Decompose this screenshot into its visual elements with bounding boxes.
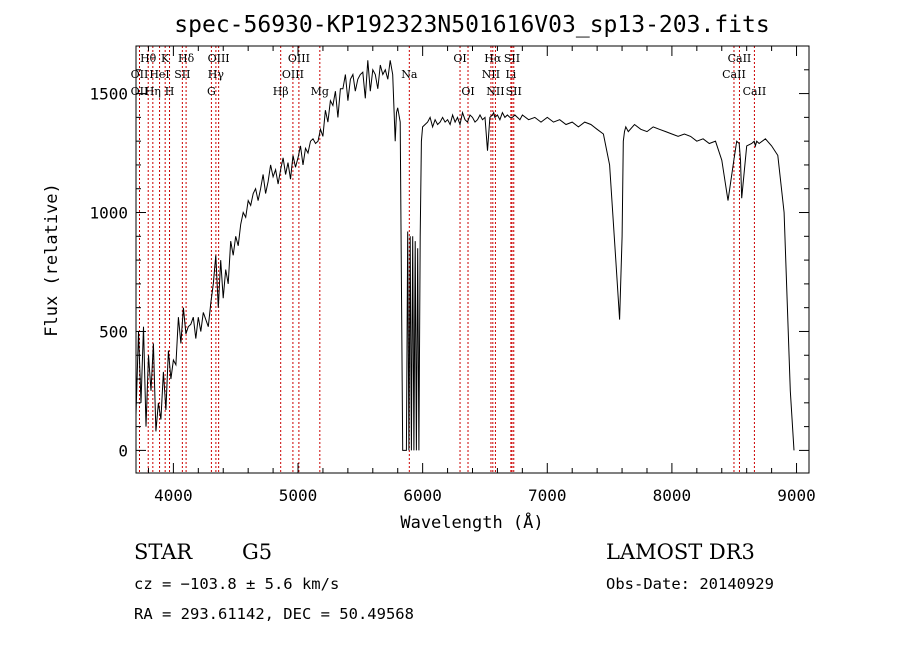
spectral-line-label: Hη [145, 85, 161, 98]
observation-date: Obs-Date: 20140929 [606, 575, 774, 593]
spectral-line-markers [138, 46, 755, 473]
spectral-line-label: CaII [722, 68, 746, 81]
spectral-line-label: Hθ [140, 52, 157, 65]
spectral-line-label: OIII [282, 68, 304, 81]
x-axis-ticks: 4000 5000 6000 7000 8000 9000 [147, 46, 816, 505]
y-tick-label: 1500 [89, 85, 128, 104]
spectral-line-label: OIII [208, 52, 230, 65]
spectral-line-label: SII [174, 68, 190, 81]
y-axis-ticks: 0 500 1000 1500 [89, 69, 809, 460]
spectral-line-label: Li [505, 68, 516, 81]
x-tick-label: 6000 [403, 486, 442, 505]
spectral-line-label: OII [131, 68, 149, 81]
redshift-velocity: cz = −103.8 ± 5.6 km/s [134, 575, 339, 593]
spectral-line-label: Hα [484, 52, 502, 65]
spectral-line-label: OII [131, 85, 149, 98]
spectral-line-label: G [207, 85, 216, 98]
object-subclass: G5 [242, 540, 272, 564]
y-tick-label: 500 [99, 322, 128, 341]
spectral-line-label: NII [482, 68, 500, 81]
spectral-line-label: H [165, 85, 175, 98]
spectral-line-label: Hδ [178, 52, 195, 65]
y-axis-label: Flux (relative) [42, 183, 62, 337]
coordinates: RA = 293.61142, DEC = 50.49568 [134, 605, 414, 623]
spectral-line-label: CaII [728, 52, 752, 65]
spectral-line-label: Hβ [273, 85, 289, 98]
spectral-line-label: K [161, 52, 170, 65]
plot-frame [135, 45, 810, 474]
spectral-line-label: HeI [149, 68, 169, 81]
chart-title: spec-56930-KP192323N501616V03_sp13-203.f… [174, 12, 769, 38]
spectral-line-label: SII [506, 85, 522, 98]
x-tick-label: 4000 [154, 486, 193, 505]
x-tick-label: 5000 [279, 486, 318, 505]
y-tick-label: 1000 [89, 204, 128, 223]
spectral-line-label: OI [453, 52, 466, 65]
spectral-line-label: Na [401, 68, 418, 81]
spectral-line-label: SII [504, 52, 520, 65]
spectral-line-label: Hγ [208, 68, 225, 81]
spectral-line-label: OIII [288, 52, 310, 65]
x-axis-label: Wavelength (Å) [400, 511, 543, 533]
spectral-line-label: Mg [311, 85, 329, 98]
spectral-line-label: CaII [743, 85, 767, 98]
x-tick-label: 9000 [777, 486, 816, 505]
y-tick-label: 0 [118, 441, 128, 460]
x-tick-label: 8000 [653, 486, 692, 505]
survey-name: LAMOST DR3 [606, 540, 755, 564]
object-class: STAR [134, 540, 193, 564]
spectral-line-label: NII [486, 85, 504, 98]
spectral-line-label: OI [461, 85, 474, 98]
x-tick-label: 7000 [528, 486, 567, 505]
spectrum-line [135, 60, 795, 451]
